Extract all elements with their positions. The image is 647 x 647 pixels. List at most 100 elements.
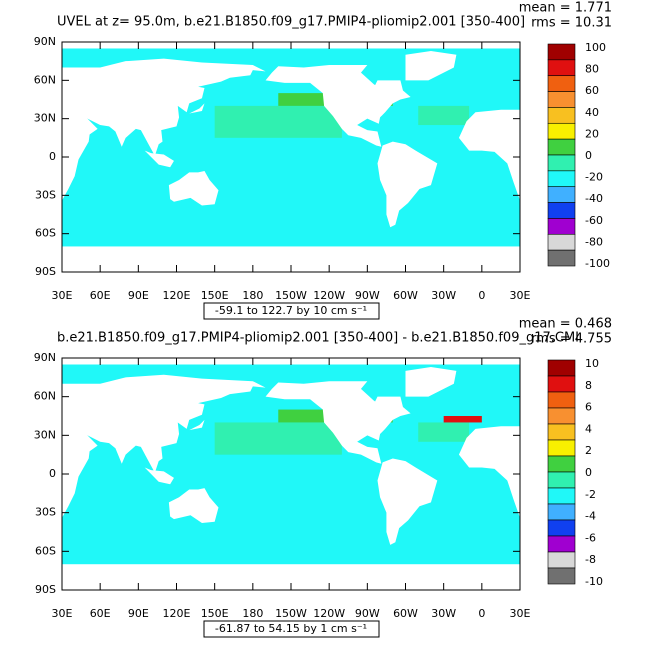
- field-patch: [418, 422, 470, 442]
- colorbar-box: [547, 91, 576, 108]
- land: [189, 103, 205, 114]
- map-field: [62, 358, 520, 590]
- lon-label: 30E: [52, 289, 73, 302]
- lon-label: 120W: [313, 607, 345, 620]
- colorbar-box: [547, 186, 576, 203]
- colorbar-box: [547, 455, 576, 473]
- lat-label: 90N: [34, 351, 56, 364]
- lon-label: 150E: [201, 289, 229, 302]
- lon-label: 0: [478, 289, 485, 302]
- colorbar-box: [547, 138, 576, 156]
- lon-label: 60W: [393, 289, 418, 302]
- colorbar-box: [547, 471, 576, 489]
- colorbar-box: [547, 535, 576, 553]
- colorbar-box: [547, 59, 576, 77]
- colorbar-box: [547, 487, 576, 505]
- lat-label: 60N: [34, 390, 56, 403]
- lon-label: 180: [242, 289, 263, 302]
- mean-stat: mean = 1.771: [519, 1, 612, 16]
- colorbar-box: [547, 249, 576, 267]
- colorbar-box: [547, 359, 576, 377]
- lon-label: 0: [478, 607, 485, 620]
- land: [265, 65, 411, 147]
- colorbar-label: -20: [585, 171, 603, 184]
- lon-label: 90E: [128, 607, 149, 620]
- colorbar-label: -8: [585, 553, 596, 566]
- colorbar-box: [547, 107, 576, 124]
- colorbar-label: 0: [585, 149, 592, 162]
- colorbar-label: -6: [585, 531, 596, 544]
- colorbar-label: 4: [585, 422, 592, 435]
- lon-label: 180: [242, 607, 263, 620]
- colorbar-box: [547, 519, 576, 537]
- lat-label: 30S: [35, 188, 56, 201]
- colorbar-box: [547, 202, 576, 219]
- lon-label: 120E: [163, 289, 191, 302]
- colorbar-label: 100: [585, 41, 606, 54]
- colorbar-label: 2: [585, 444, 592, 457]
- lon-label: 60E: [90, 289, 111, 302]
- lon-label: 90E: [128, 289, 149, 302]
- lon-label: 60E: [90, 607, 111, 620]
- lon-label: 30W: [431, 607, 456, 620]
- land: [265, 381, 411, 464]
- land: [62, 58, 266, 156]
- colorbar-box: [547, 218, 576, 235]
- map-field: [62, 42, 520, 272]
- colorbar-box: [547, 567, 576, 585]
- land: [62, 419, 98, 458]
- range-box: [203, 620, 380, 638]
- lon-label: 150E: [201, 607, 229, 620]
- colorbar-label: 80: [585, 63, 599, 76]
- colorbar-label: -4: [585, 510, 596, 523]
- colorbar-box: [547, 503, 576, 521]
- colorbar-label: 6: [585, 401, 592, 414]
- lon-label: 120W: [313, 289, 345, 302]
- lat-label: 0: [49, 467, 56, 480]
- colorbar-box: [547, 170, 576, 188]
- colorbar-label: -10: [585, 575, 603, 588]
- lat-label: 60N: [34, 73, 56, 86]
- lat-label: 30N: [34, 112, 56, 125]
- land: [189, 419, 205, 431]
- land: [62, 374, 266, 473]
- colorbar-label: 20: [585, 127, 599, 140]
- field-patch: [443, 416, 482, 423]
- lat-label: 60S: [35, 544, 56, 557]
- colorbar-box: [547, 391, 576, 409]
- land: [62, 103, 98, 141]
- colorbar-label: 8: [585, 379, 592, 392]
- colorbar-box: [547, 154, 576, 172]
- range-box: [203, 302, 380, 320]
- colorbar-label: -60: [585, 214, 603, 227]
- colorbar-box: [547, 423, 576, 441]
- lat-label: 90S: [35, 265, 56, 278]
- range-label: -59.1 to 122.7 by 10 cm s⁻¹: [215, 304, 367, 317]
- field-patch: [418, 105, 470, 126]
- lat-label: 0: [49, 150, 56, 163]
- land: [377, 458, 438, 545]
- colorbar-label: 10: [585, 357, 599, 370]
- mean-stat: mean = 0.468: [519, 317, 612, 332]
- lon-label: 30W: [431, 289, 456, 302]
- land: [458, 109, 520, 201]
- colorbar-box: [547, 233, 576, 251]
- lat-label: 60S: [35, 227, 56, 240]
- lon-label: 150W: [275, 289, 307, 302]
- colorbar-label: -100: [585, 257, 610, 270]
- land: [168, 171, 219, 206]
- land: [377, 141, 438, 228]
- colorbar-label: 60: [585, 84, 599, 97]
- panel-title: UVEL at z= 95.0m, b.e21.B1850.f09_g17.PM…: [57, 15, 525, 30]
- lat-label: 90S: [35, 583, 56, 596]
- colorbar-label: 40: [585, 106, 599, 119]
- field-patch: [214, 105, 342, 138]
- colorbar-box: [547, 551, 576, 569]
- lat-label: 30S: [35, 506, 56, 519]
- lon-label: 90W: [355, 607, 380, 620]
- lon-label: 30E: [510, 607, 531, 620]
- lat-label: 30N: [34, 428, 56, 441]
- land: [168, 488, 219, 523]
- panel-title: b.e21.B1850.f09_g17.PMIP4-pliomip2.001 […: [57, 331, 579, 346]
